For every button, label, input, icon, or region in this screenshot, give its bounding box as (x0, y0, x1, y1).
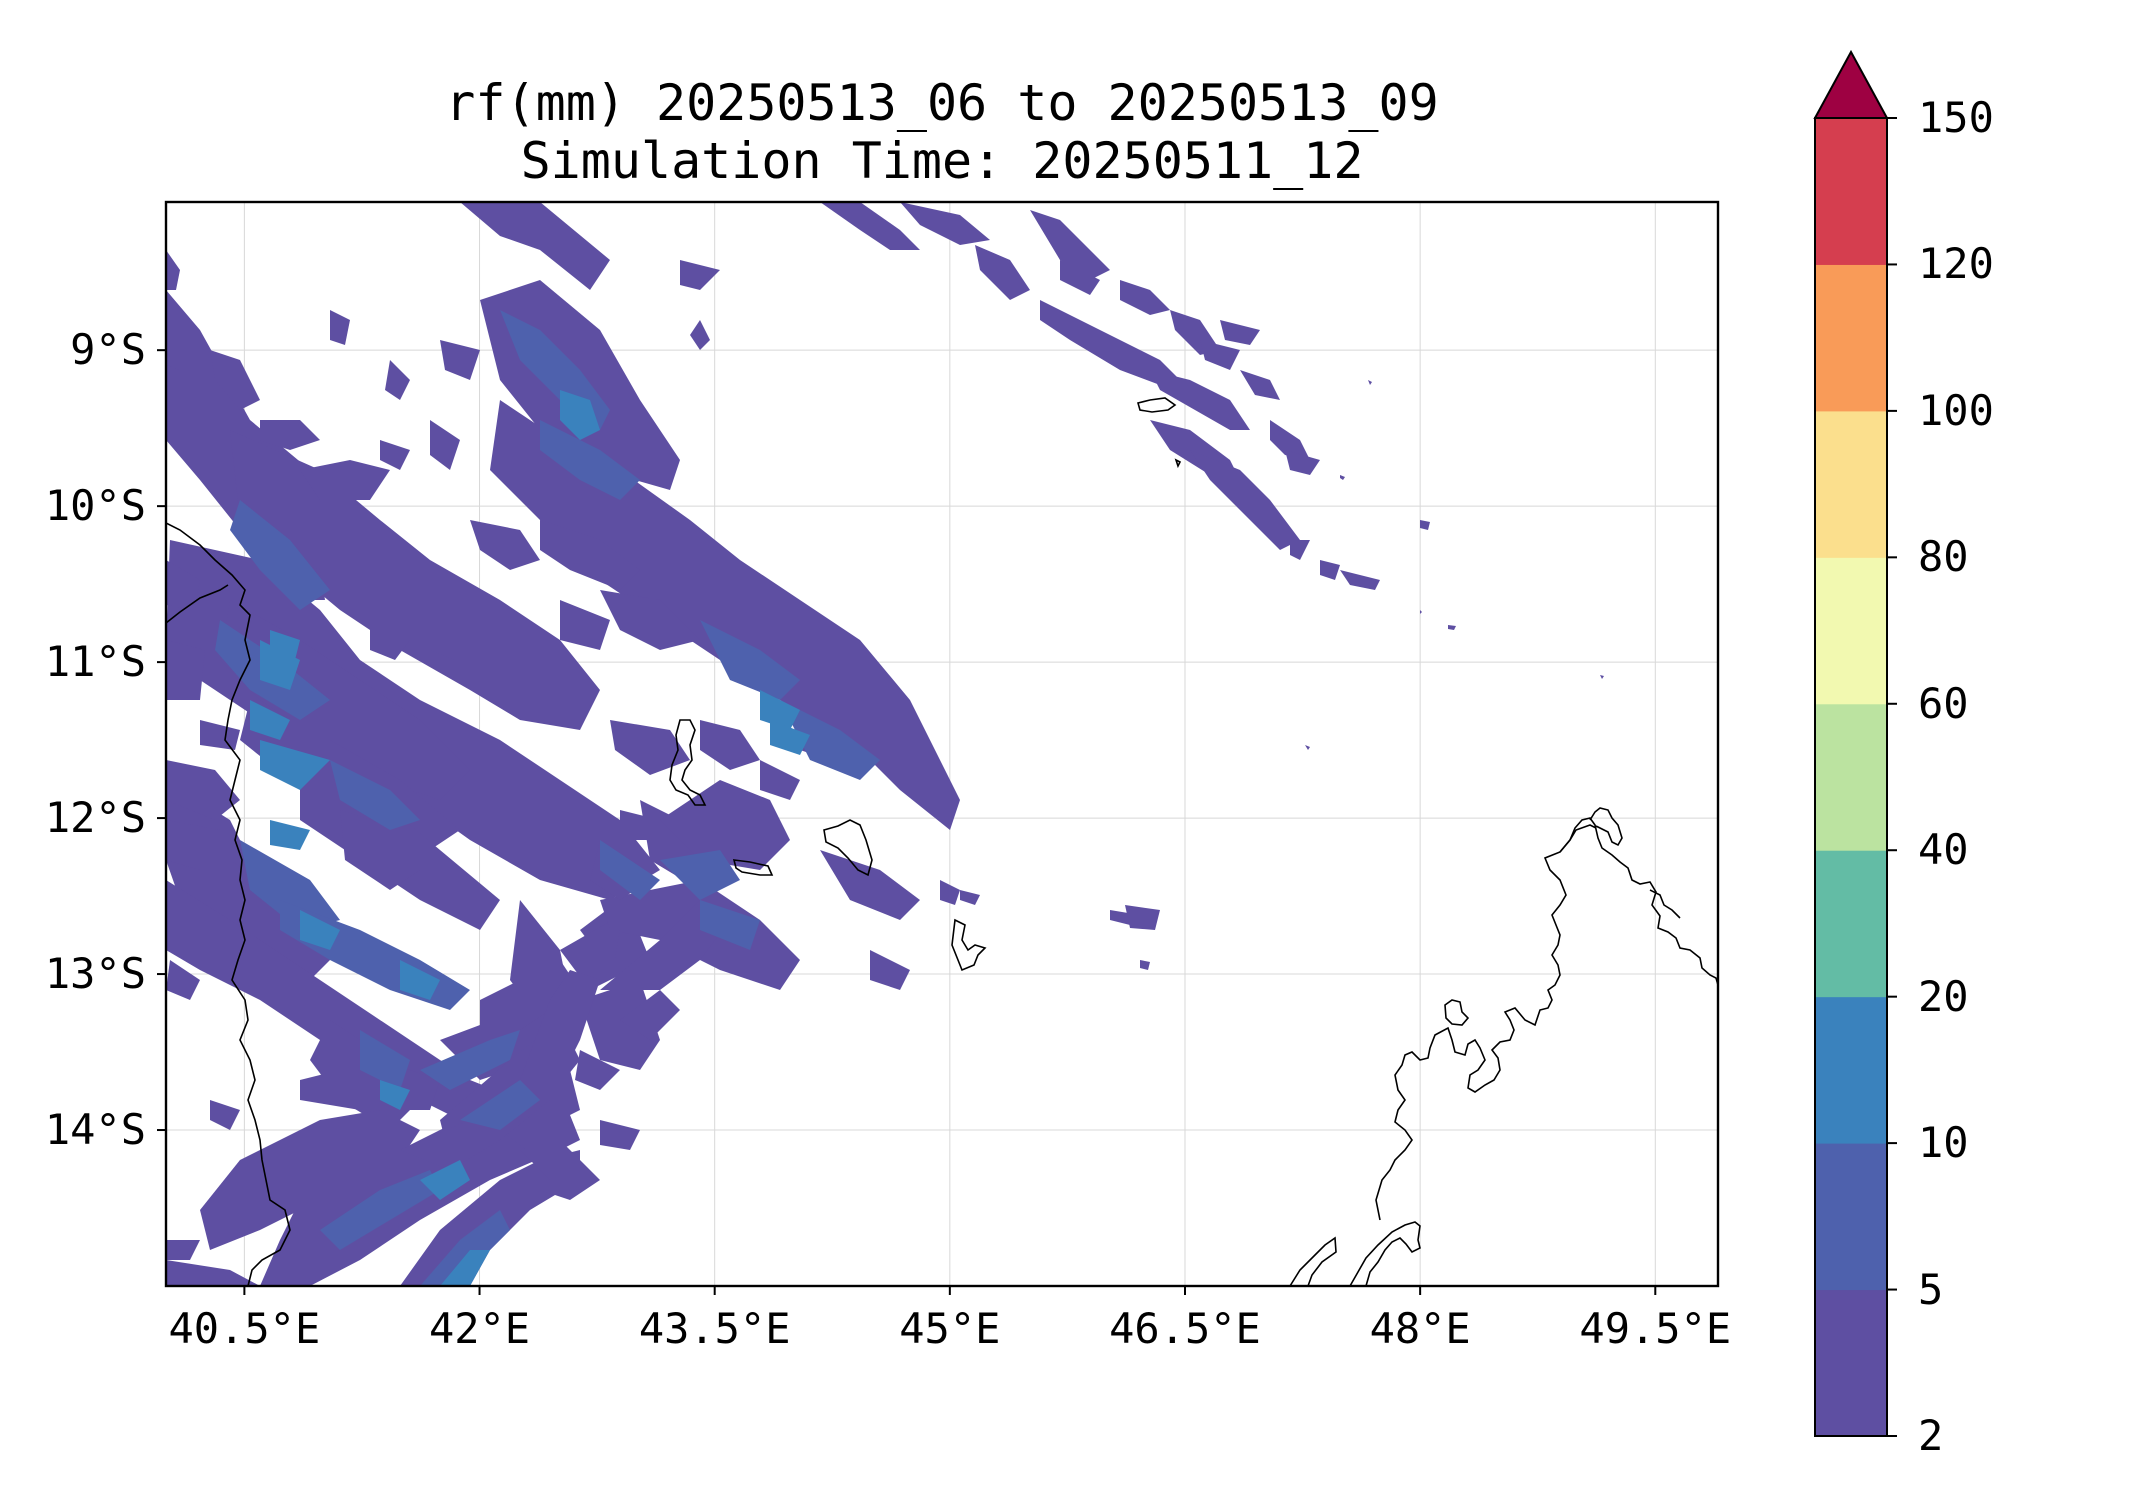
colorbar-tick-label: 60 (1918, 678, 1969, 728)
x-tick-label: 42°E (428, 1304, 531, 1353)
colorbar-segment (1815, 557, 1887, 705)
colorbar-tick-label: 20 (1918, 971, 1969, 1021)
colorbar-tick-label: 2 (1918, 1411, 1944, 1460)
colorbar (1813, 49, 1897, 1437)
colorbar-segment (1815, 1143, 1887, 1291)
y-tick-label: 11°S (44, 637, 146, 687)
x-tick-label: 48°E (1369, 1304, 1471, 1353)
colorbar-segment (1815, 410, 1887, 558)
y-tick-label: 10°S (44, 481, 146, 531)
y-tick-label: 13°S (44, 949, 146, 999)
x-tick-label: 43.5°E (638, 1304, 791, 1353)
colorbar-tick-label: 150 (1918, 93, 1994, 142)
chart-title-line-1: rf(mm) 20250513_06 to 20250513_09 (445, 74, 1439, 132)
colorbar-tick-label: 40 (1918, 825, 1969, 875)
x-tick-label: 46.5°E (1109, 1304, 1261, 1353)
colorbar-segment (1815, 1289, 1887, 1437)
rain-band-10-20mm (250, 390, 810, 1286)
colorbar-tick-label: 10 (1918, 1118, 1969, 1168)
colorbar-segment (1815, 703, 1887, 851)
colorbar-tick-label: 80 (1918, 532, 1969, 582)
colorbar-tick-label: 120 (1918, 239, 1994, 289)
colorbar-extend-arrow (1813, 49, 1889, 119)
colorbar-segment (1815, 996, 1887, 1144)
y-tick-label: 12°S (44, 793, 146, 843)
x-ticks (243, 1286, 1657, 1295)
rain-band-2-5mm (166, 202, 1604, 1286)
colorbar-frame (1814, 117, 1888, 1437)
rainfall-field (166, 202, 1604, 1286)
colorbar-segment (1815, 850, 1887, 998)
chart-title-line-2: Simulation Time: 20250511_12 (520, 132, 1364, 190)
colorbar-segment (1815, 118, 1887, 265)
colorbar-tick-label: 5 (1918, 1264, 1944, 1314)
x-tick-label: 45°E (899, 1304, 1001, 1353)
colorbar-segment (1815, 264, 1887, 412)
y-tick-label: 9°S (70, 325, 146, 375)
map-frame (164, 200, 1720, 1288)
coastlines (166, 397, 1718, 1286)
x-tick-label: 49.5°E (1579, 1304, 1732, 1353)
x-tick-label: 40.5°E (168, 1304, 321, 1353)
y-ticks (157, 349, 166, 1132)
y-tick-label: 14°S (44, 1105, 146, 1155)
colorbar-tick-label: 100 (1918, 385, 1994, 435)
